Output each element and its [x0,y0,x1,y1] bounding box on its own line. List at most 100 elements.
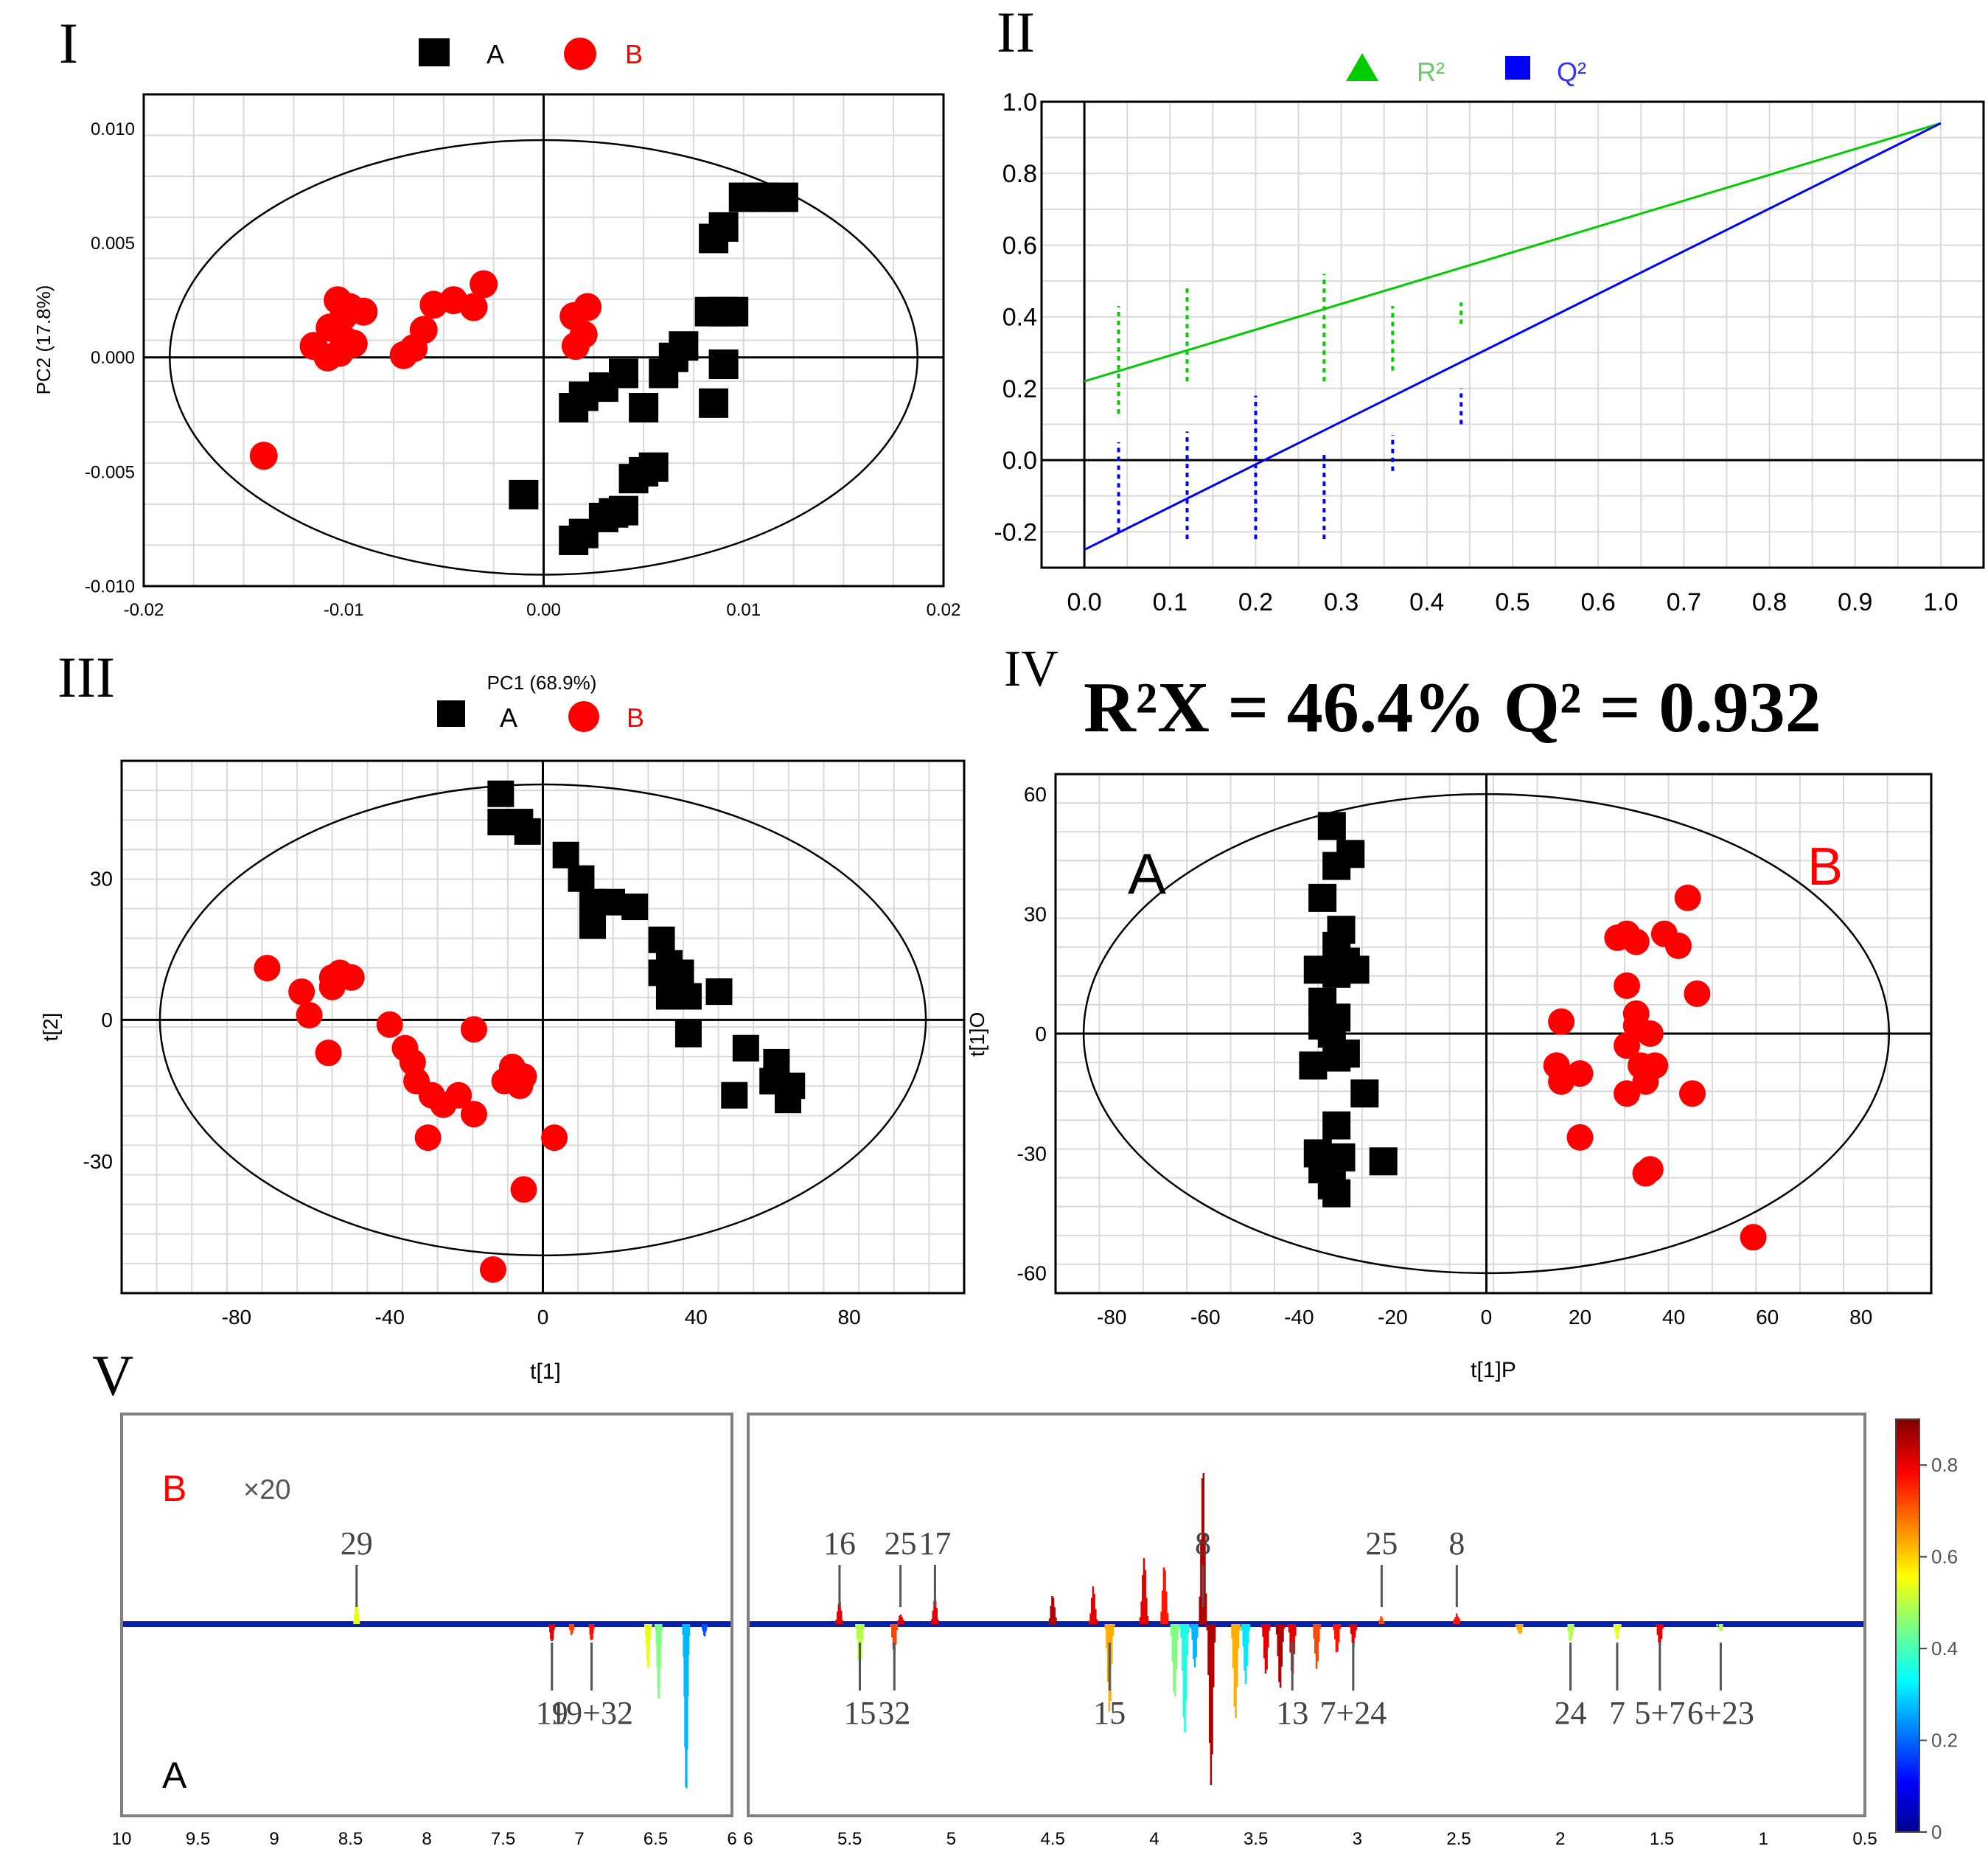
point-group-b [460,1016,487,1043]
colorbar [1895,1418,1920,1833]
point-group-a [1350,1079,1379,1108]
y-tick-label: -0.010 [85,577,135,596]
colorbar-tick-label: 0.4 [1931,1637,1958,1660]
panel-i-xlabel: PC1 (68.9%) [487,672,597,694]
point-group-a [629,393,659,423]
y-tick-label: -60 [1017,1262,1047,1285]
panel-iii-ylabel: t[2] [39,1013,62,1042]
point-group-b [479,1256,506,1284]
point-group-a [552,841,579,868]
annotation-label: 25 [1365,1525,1398,1561]
y-tick-label: -30 [1017,1142,1047,1165]
q2-regression-line [1084,122,1942,551]
plot-i [144,94,944,586]
point-group-a [1322,1043,1351,1072]
point-group-a [1327,1143,1356,1171]
panel-v-group-a-label: A [162,1755,187,1796]
point-group-a [1369,1147,1398,1176]
plot-iv-frame [1054,773,1933,1295]
y-tick-label: 0.010 [91,119,135,139]
point-group-b [296,1002,323,1029]
panel-iv-title: R²X = 46.4% Q² = 0.932 [1084,668,1821,748]
x-tick-label: 20 [1569,1306,1591,1329]
x-tick-label: -0.02 [124,600,164,620]
point-group-b [1684,980,1711,1007]
point-group-a [559,393,589,423]
panel-iv-group-b-label: B [1807,838,1843,896]
legend-a-label: A [486,39,504,69]
point-group-b [1548,1008,1575,1035]
panel-iv-ylabel: t[1]O [966,1012,988,1057]
point-group-a [1341,955,1370,984]
y-tick-label: 60 [1024,783,1047,806]
x-tick-label: 7.5 [491,1829,515,1849]
point-group-a [759,1068,787,1095]
annotation-label: 8 [1195,1525,1211,1561]
annotation-label: 7+24 [1319,1695,1387,1731]
x-tick-label: 2 [1555,1829,1565,1849]
x-tick-label: 6.5 [644,1829,668,1849]
point-group-a [769,182,798,212]
point-group-a [1322,1111,1351,1140]
legend-q2-square [1505,56,1530,80]
y-tick-label: -30 [83,1150,113,1173]
point-group-b [1566,1124,1594,1151]
x-tick-label: 0.5 [1852,1829,1877,1849]
point-group-b [254,955,281,982]
panel-v-group-b-label: B [162,1468,186,1509]
point-group-b [1664,932,1692,959]
legend-q2-label: Q² [1557,57,1586,87]
annotation-label: 19+32 [550,1695,633,1731]
point-group-a [699,388,729,418]
point-group-b [445,1082,472,1109]
point-group-b [460,1101,487,1128]
y-tick-label: 0.2 [1002,375,1037,403]
legend-r2-label: R² [1417,57,1445,87]
point-group-b [1674,884,1701,911]
point-group-b [506,1072,534,1099]
annotation-label: 15 [844,1695,876,1731]
point-group-a [667,959,694,986]
point-group-a [732,1034,759,1062]
point-group-b [376,1011,403,1038]
x-tick-label: 4 [1149,1829,1159,1849]
point-group-a [568,865,595,892]
x-tick-label: 9 [269,1829,279,1849]
annotation-label: 16 [823,1525,856,1561]
legend-a-square [419,38,450,66]
x-tick-label: 1.5 [1650,1829,1674,1849]
y-tick-label: 30 [1024,902,1047,925]
y-tick-label: 0.8 [1002,160,1037,188]
point-group-a [618,464,649,494]
point-group-b [249,442,278,470]
point-group-a [559,525,589,555]
legend-b-circle [564,38,596,70]
x-tick-label: 0.02 [927,600,961,620]
y-tick-label: 30 [90,868,113,891]
x-tick-label: 3 [1353,1829,1362,1849]
plot-v-left-frame [120,1413,733,1817]
y-tick-label: 0.0 [1002,447,1037,475]
point-group-b [419,290,448,319]
plot-i-frame [142,93,945,588]
x-tick-label: 0.8 [1752,588,1787,616]
x-tick-label: 0 [1481,1306,1493,1329]
hotelling-t2-ellipse [169,139,918,576]
y-tick-label: 0 [101,1009,113,1031]
x-tick-label: 40 [685,1306,708,1329]
panel-ii-legend: R² Q² [1346,53,1586,87]
point-group-a [599,888,626,916]
legend-r2-triangle [1346,53,1378,81]
point-group-b [470,270,498,299]
x-tick-label: 2.5 [1446,1829,1471,1849]
y-tick-label: 0.005 [91,234,135,254]
point-group-b [414,1124,442,1152]
x-tick-label: 3.5 [1244,1829,1268,1849]
annotation-label: 32 [878,1695,910,1731]
x-tick-label: 10 [112,1829,132,1849]
legend-a-square [437,700,465,727]
y-tick-label: 0.4 [1002,304,1037,332]
